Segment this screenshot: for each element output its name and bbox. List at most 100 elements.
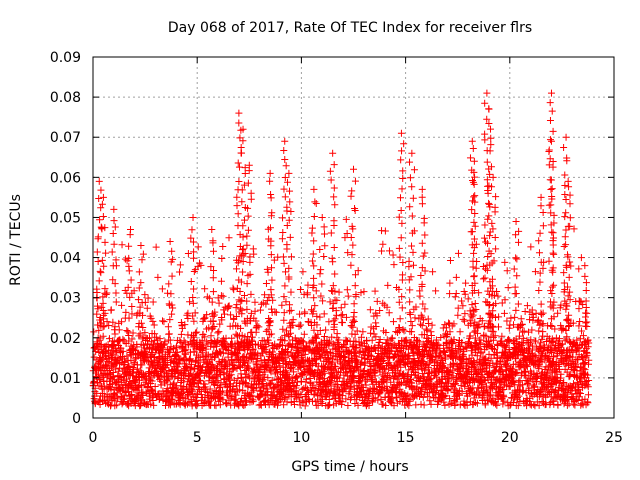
data-point xyxy=(167,395,175,403)
data-point xyxy=(406,311,414,319)
data-point xyxy=(144,294,152,302)
data-point xyxy=(333,296,341,304)
data-point xyxy=(352,352,360,360)
data-point xyxy=(537,300,545,308)
data-point xyxy=(330,184,338,192)
data-point xyxy=(128,335,136,343)
data-point xyxy=(101,309,109,317)
data-point xyxy=(247,309,255,317)
data-point xyxy=(299,268,307,276)
data-points xyxy=(89,89,593,410)
data-point xyxy=(320,230,328,238)
data-point xyxy=(208,374,216,382)
data-point xyxy=(536,229,544,237)
data-point xyxy=(208,225,216,233)
data-point xyxy=(327,229,335,237)
data-point xyxy=(301,402,309,410)
data-point xyxy=(124,388,132,396)
data-point xyxy=(216,320,224,328)
data-point xyxy=(154,371,162,379)
data-point xyxy=(325,402,333,410)
data-point xyxy=(281,156,289,164)
data-point xyxy=(200,315,208,323)
data-point xyxy=(173,342,181,350)
data-point xyxy=(197,367,205,375)
data-point xyxy=(350,317,358,325)
data-point xyxy=(287,207,295,215)
data-point xyxy=(118,301,126,309)
data-point xyxy=(176,401,184,409)
data-point xyxy=(470,218,478,226)
data-point xyxy=(118,241,126,249)
data-point xyxy=(189,293,197,301)
data-point xyxy=(527,243,535,251)
data-point xyxy=(160,318,168,326)
data-point xyxy=(228,334,236,342)
data-point xyxy=(190,248,198,256)
data-point xyxy=(352,291,360,299)
data-point xyxy=(287,288,295,296)
data-point xyxy=(216,401,224,409)
data-point xyxy=(245,364,253,372)
data-point xyxy=(235,178,243,186)
data-point xyxy=(469,178,477,186)
data-point xyxy=(446,279,454,287)
data-point xyxy=(505,324,513,332)
data-point xyxy=(280,316,288,324)
data-point xyxy=(119,347,127,355)
data-point xyxy=(141,349,149,357)
data-point xyxy=(537,193,545,201)
data-point xyxy=(182,346,190,354)
data-point xyxy=(511,283,519,291)
data-point xyxy=(251,307,259,315)
data-point xyxy=(247,290,255,298)
data-point xyxy=(116,336,124,344)
data-point xyxy=(287,253,295,261)
data-point xyxy=(326,338,334,346)
data-point xyxy=(546,116,554,124)
data-point xyxy=(397,129,405,137)
data-point xyxy=(93,248,101,256)
data-point xyxy=(566,214,574,222)
data-point xyxy=(332,363,340,371)
data-point xyxy=(188,226,196,234)
data-point xyxy=(470,272,478,280)
data-point xyxy=(468,137,476,145)
data-point xyxy=(102,249,110,257)
data-point xyxy=(567,262,575,270)
data-point xyxy=(492,193,500,201)
data-point xyxy=(219,292,227,300)
data-point xyxy=(248,328,256,336)
data-point xyxy=(266,177,274,185)
data-point xyxy=(189,299,197,307)
data-point xyxy=(298,337,306,345)
data-point xyxy=(561,190,569,198)
data-point xyxy=(192,358,200,366)
data-point xyxy=(347,393,355,401)
data-point xyxy=(473,257,481,265)
data-point xyxy=(549,241,557,249)
y-axis-label: ROTI / TECUs xyxy=(8,194,24,286)
data-point xyxy=(165,280,173,288)
data-point xyxy=(267,194,275,202)
data-point xyxy=(344,292,352,300)
data-point xyxy=(486,125,494,133)
data-point xyxy=(286,301,294,309)
data-point xyxy=(468,206,476,214)
data-point xyxy=(148,377,156,385)
data-point xyxy=(257,357,265,365)
data-point xyxy=(194,389,202,397)
data-point xyxy=(554,401,562,409)
data-point xyxy=(289,316,297,324)
data-point xyxy=(331,270,339,278)
data-point xyxy=(121,255,129,263)
data-point xyxy=(189,387,197,395)
data-point xyxy=(239,222,247,230)
data-point xyxy=(549,127,557,135)
data-point xyxy=(325,342,333,350)
data-point xyxy=(349,241,357,249)
data-point xyxy=(310,237,318,245)
data-point xyxy=(145,395,153,403)
data-point xyxy=(397,206,405,214)
data-point xyxy=(274,369,282,377)
